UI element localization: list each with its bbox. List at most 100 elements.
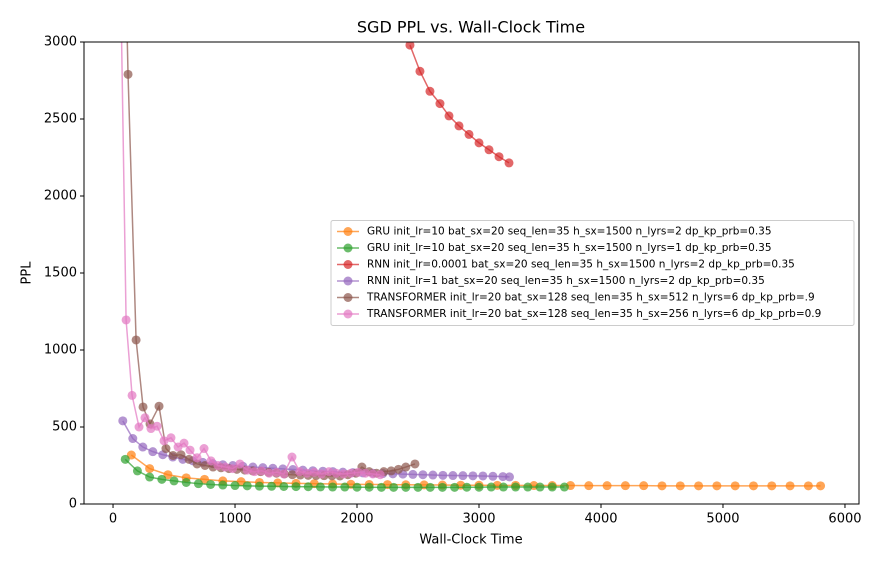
legend-label: TRANSFORMER init_lr=20 bat_sx=128 seq_le… <box>366 292 815 304</box>
legend-label: GRU init_lr=10 bat_sx=20 seq_len=35 h_sx… <box>367 242 772 254</box>
data-point <box>145 464 155 474</box>
data-point <box>235 459 245 469</box>
data-point <box>230 481 240 491</box>
data-point <box>584 481 594 491</box>
data-point <box>748 481 758 491</box>
data-point <box>730 481 740 491</box>
data-point <box>279 469 289 479</box>
plot-frame <box>83 41 860 505</box>
data-point <box>168 450 178 460</box>
data-point <box>192 453 202 463</box>
y-tick-label: 2500 <box>44 112 77 127</box>
data-point <box>303 482 313 492</box>
data-point <box>254 481 264 491</box>
data-point <box>121 315 131 325</box>
data-point <box>184 454 194 464</box>
data-point <box>218 480 228 490</box>
data-point <box>535 482 545 492</box>
legend: GRU init_lr=10 bat_sx=20 seq_len=35 h_sx… <box>330 220 855 326</box>
data-point <box>523 482 533 492</box>
data-point <box>220 462 230 472</box>
plot-area <box>118 42 826 492</box>
data-point <box>169 476 179 486</box>
data-point <box>352 482 362 492</box>
data-point <box>317 469 327 479</box>
data-point <box>140 413 150 423</box>
data-point <box>331 468 341 478</box>
data-point <box>179 438 189 448</box>
data-point <box>257 466 267 476</box>
data-point <box>437 482 447 492</box>
data-point <box>368 469 378 479</box>
data-point <box>484 145 494 155</box>
data-point <box>206 479 216 489</box>
data-point <box>454 121 464 131</box>
data-point <box>415 66 425 76</box>
data-point <box>315 482 325 492</box>
legend-label: TRANSFORMER init_lr=20 bat_sx=128 seq_le… <box>366 308 821 320</box>
legend-box <box>330 220 855 326</box>
data-point <box>494 152 504 162</box>
data-point <box>185 445 195 455</box>
data-point <box>444 111 454 121</box>
data-point <box>353 467 363 477</box>
data-point <box>271 467 281 477</box>
data-point <box>118 416 128 426</box>
data-point <box>504 158 514 168</box>
data-point <box>152 421 162 431</box>
data-point <box>418 470 428 480</box>
data-point <box>401 462 411 472</box>
data-point <box>639 481 649 491</box>
x-tick-label: 5000 <box>706 512 739 527</box>
data-point <box>339 469 349 479</box>
data-point <box>488 471 498 481</box>
data-point <box>287 452 297 462</box>
data-point <box>154 401 164 411</box>
data-point <box>213 461 223 470</box>
data-point <box>145 472 155 482</box>
data-point <box>468 471 478 481</box>
data-point <box>504 472 514 482</box>
legend-label: GRU init_lr=10 bat_sx=20 seq_len=35 h_sx… <box>367 226 772 238</box>
data-point <box>123 69 133 79</box>
data-point <box>120 454 130 464</box>
legend-marker <box>343 309 353 319</box>
data-point <box>425 86 435 96</box>
data-point <box>511 482 521 492</box>
data-point <box>287 470 297 480</box>
data-point <box>408 469 418 479</box>
data-point <box>448 471 458 481</box>
data-point <box>192 459 202 469</box>
legend-marker <box>343 276 353 286</box>
data-point <box>675 481 685 491</box>
data-point <box>438 470 448 480</box>
data-point <box>712 481 722 491</box>
data-point <box>309 467 319 477</box>
data-point <box>450 482 460 492</box>
data-point <box>486 482 496 492</box>
data-point <box>498 472 508 482</box>
data-point <box>405 42 415 50</box>
legend-marker <box>343 293 353 302</box>
data-point <box>228 464 238 474</box>
data-point <box>657 481 667 491</box>
legend-label: RNN init_lr=1 bat_sx=20 seq_len=35 h_sx=… <box>367 275 765 287</box>
legend-marker <box>343 227 353 236</box>
data-point <box>324 467 334 477</box>
x-tick-label: 6000 <box>828 512 861 527</box>
data-point <box>206 456 216 466</box>
data-point <box>242 481 252 491</box>
x-tick-label: 0 <box>109 512 117 527</box>
data-point <box>816 481 826 491</box>
data-point <box>166 433 176 443</box>
data-point <box>767 481 777 491</box>
data-point <box>295 467 305 477</box>
x-tick-label: 1000 <box>218 512 251 527</box>
data-point <box>131 335 141 345</box>
data-point <box>785 481 795 491</box>
data-point <box>291 482 301 492</box>
data-point <box>375 470 385 480</box>
data-point <box>559 482 569 492</box>
data-point <box>157 474 167 484</box>
